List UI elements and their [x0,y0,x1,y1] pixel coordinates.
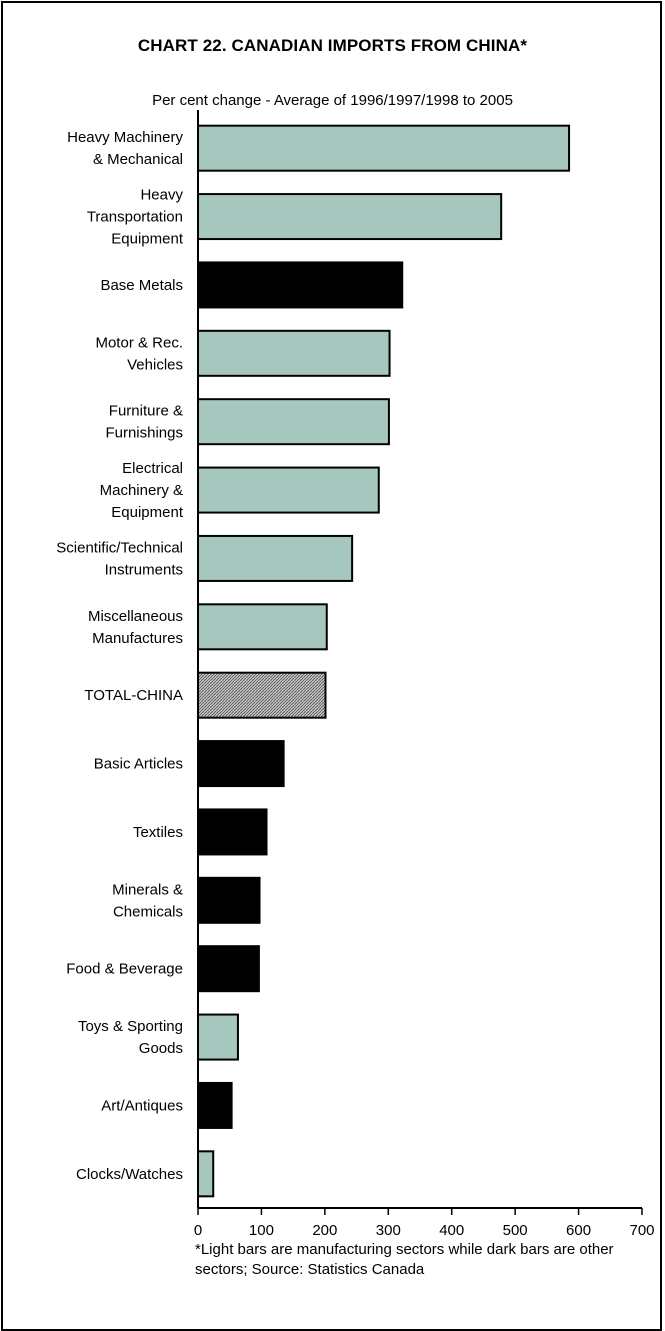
bar-heavy-transportation-equipment [197,193,503,241]
category-label-textiles: Textiles [133,824,183,841]
category-label-line: Furniture & [109,403,183,420]
x-tick-label: 100 [249,1222,274,1239]
bar-basic-articles [197,740,285,788]
category-label-line: Basic Articles [94,756,183,773]
category-label-scientific-technical-instruments: Scientific/Technical Instruments [56,539,183,578]
x-tick-label: 200 [312,1222,337,1239]
category-label-line: Transportation [87,209,183,226]
category-label-motor-rec-vehicles: Motor & Rec. Vehicles [95,334,183,373]
category-label-line: Vehicles [127,356,183,373]
category-label-line: Minerals & [112,881,183,898]
category-label-line: Chemicals [113,903,183,920]
bar-total-china [197,671,327,719]
category-label-line: Electrical [122,460,183,477]
category-label-line: Miscellaneous [88,608,183,625]
category-label-clocks-watches: Clocks/Watches [76,1166,183,1183]
category-label-line: Heavy [140,187,183,204]
category-label-line: Machinery & [100,482,183,499]
category-label-food-beverage: Food & Beverage [66,961,183,978]
category-label-line: Toys & Sporting [78,1018,183,1035]
category-label-line: Textiles [133,824,183,841]
category-label-heavy-transportation-equipment: Heavy Transportation Equipment [87,187,184,248]
category-label-base-metals: Base Metals [100,277,183,294]
chart-title: CHART 22. CANADIAN IMPORTS FROM CHINA* [137,36,528,55]
bar-clocks-watches [197,1150,215,1198]
category-label-minerals-chemicals: Minerals & Chemicals [112,881,183,920]
bar-base-metals [197,261,404,309]
category-label-line: Furnishings [105,425,183,442]
category-label-line: Base Metals [100,277,183,294]
category-label-line: Goods [139,1040,183,1057]
category-label-miscellaneous-manufactures: Miscellaneous Manufactures [88,608,183,647]
bar-scientific-technical-instruments [197,534,354,582]
bar-heavy-machinery-mechanical [197,124,571,172]
bars-group [197,124,571,1198]
category-label-line: Manufactures [92,630,183,647]
bar-miscellaneous-manufactures [197,603,328,651]
category-label-line: & Mechanical [93,151,183,168]
category-label-line: Scientific/Technical [56,539,183,556]
bar-motor-rec-vehicles [197,329,391,377]
category-label-line: Instruments [105,561,183,578]
category-label-line: Art/Antiques [101,1097,183,1114]
category-label-basic-articles: Basic Articles [94,756,183,773]
category-label-line: Motor & Rec. [95,334,183,351]
x-tick-label: 500 [503,1222,528,1239]
bar-textiles [197,808,268,856]
category-label-furniture-furnishings: Furniture & Furnishings [105,403,183,442]
category-label-art-antiques: Art/Antiques [101,1097,183,1114]
category-label-electrical-machinery-equipment: Electrical Machinery & Equipment [100,460,184,521]
category-label-line: Food & Beverage [66,961,183,978]
x-tick-label: 400 [439,1222,464,1239]
category-label-line: Clocks/Watches [76,1166,183,1183]
x-axis: 0 100 200 300 400 500 600 700 [194,110,655,1239]
category-label-line: Equipment [111,504,184,521]
category-label-total-china: TOTAL-CHINA [84,687,183,704]
bar-electrical-machinery-equipment [197,466,380,514]
bar-minerals-chemicals [197,876,261,924]
category-label-toys-sporting-goods: Toys & Sporting Goods [78,1018,183,1057]
category-label-line: Equipment [111,231,184,248]
category-label-heavy-machinery-mechanical: Heavy Machinery & Mechanical [67,129,183,168]
x-tick-label: 0 [194,1222,202,1239]
bar-art-antiques [197,1081,233,1129]
category-label-line: Heavy Machinery [67,129,183,146]
category-label-line: TOTAL-CHINA [84,687,183,704]
chart-footnote: *Light bars are manufacturing sectors wh… [195,1241,614,1279]
bar-toys-sporting-goods [197,1013,239,1061]
category-labels-group: Heavy Machinery & Mechanical Heavy Transpor… [56,129,184,1183]
x-tick-label: 700 [629,1222,654,1239]
bar-furniture-furnishings [197,398,390,446]
chart-subtitle: Per cent change - Average of 1996/1997/1… [152,92,513,109]
x-tick-label: 300 [376,1222,401,1239]
x-tick-label: 600 [566,1222,591,1239]
bar-food-beverage [197,945,260,993]
